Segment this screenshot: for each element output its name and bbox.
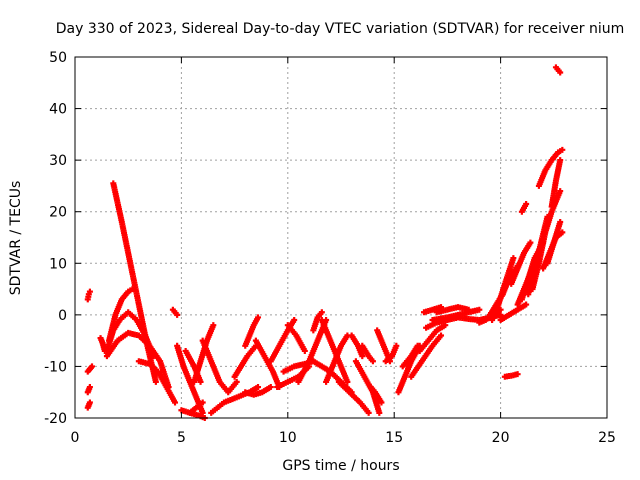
series-s31 <box>323 332 351 385</box>
x-tick-label: 15 <box>385 430 403 446</box>
series-s19 <box>231 342 259 380</box>
y-tick-label: 20 <box>49 205 67 221</box>
data-point <box>557 69 564 76</box>
data-point <box>557 219 564 226</box>
series-s46 <box>433 304 472 316</box>
data-point <box>174 311 181 318</box>
series-s5 <box>97 335 108 354</box>
data-point <box>210 322 217 329</box>
chart-title: Day 330 of 2023, Sidereal Day-to-day VTE… <box>56 21 625 37</box>
data-point <box>89 363 96 370</box>
series-s23 <box>267 317 298 365</box>
data-marks <box>84 64 566 421</box>
series-s15 <box>186 399 206 416</box>
series-s14 <box>182 347 204 385</box>
x-tick-label: 10 <box>279 430 297 446</box>
data-point <box>514 371 521 378</box>
data-point <box>172 399 179 406</box>
series-s54 <box>508 239 534 287</box>
data-point <box>510 255 517 262</box>
series-s52 <box>501 371 521 380</box>
data-point <box>129 286 136 293</box>
series-s1 <box>84 288 93 303</box>
data-point <box>523 200 530 207</box>
data-point <box>86 399 93 406</box>
y-tick-label: 30 <box>49 153 67 169</box>
series-s57 <box>518 200 530 215</box>
x-tick-label: 20 <box>492 430 510 446</box>
series-s38 <box>382 342 400 365</box>
y-tick-label: 40 <box>49 102 67 118</box>
plot-frame <box>74 56 608 419</box>
data-point <box>359 353 366 360</box>
y-axis-label: SDTVAR / TECUs <box>8 181 24 296</box>
x-tick-label: 0 <box>71 430 80 446</box>
data-point <box>318 309 325 316</box>
series-s3 <box>84 384 93 396</box>
data-point <box>233 378 240 385</box>
data-point <box>414 342 421 349</box>
series-s4 <box>84 399 93 411</box>
y-tick-label: -20 <box>44 411 67 427</box>
series-s11 <box>169 306 181 318</box>
series-s26 <box>284 322 308 354</box>
y-tick-label: -10 <box>44 359 67 375</box>
x-axis-label: GPS time / hours <box>282 458 399 474</box>
series-s10 <box>135 358 179 406</box>
data-point <box>365 409 372 416</box>
x-tick-label: 5 <box>177 430 186 446</box>
series-s59 <box>529 188 564 293</box>
series-s60 <box>535 146 566 189</box>
data-point <box>393 342 400 349</box>
series-s2 <box>84 363 96 375</box>
data-point <box>557 157 564 164</box>
x-tick-label: 25 <box>598 430 616 446</box>
series-s20 <box>242 314 262 349</box>
data-point <box>559 146 566 153</box>
series-s21 <box>242 384 274 398</box>
data-point <box>255 314 262 321</box>
data-point <box>376 409 383 416</box>
series-s41 <box>408 332 445 380</box>
series-s17 <box>199 337 240 396</box>
series-s35 <box>359 342 376 365</box>
y-tick-label: 0 <box>58 308 67 324</box>
data-point <box>291 317 298 324</box>
series-s40 <box>399 342 421 370</box>
series-s33 <box>348 332 366 360</box>
data-point <box>344 378 351 385</box>
y-tick-label: 50 <box>49 50 67 66</box>
data-point <box>86 384 93 391</box>
data-point <box>86 288 93 295</box>
data-point <box>497 311 504 318</box>
y-tick-label: 10 <box>49 256 67 272</box>
data-point <box>267 384 274 391</box>
data-point <box>557 188 564 195</box>
data-point <box>199 399 206 406</box>
series-s62 <box>544 219 564 267</box>
data-point <box>465 306 472 313</box>
data-point <box>476 306 483 313</box>
series-s53 <box>497 301 530 324</box>
data-point <box>523 301 530 308</box>
data-point <box>438 332 445 339</box>
data-point <box>301 347 308 354</box>
series-s44 <box>420 304 445 316</box>
data-point <box>369 358 376 365</box>
series-s36 <box>367 384 385 406</box>
data-point <box>197 378 204 385</box>
series-s63 <box>548 157 564 210</box>
axis-ticks: 0 5 10 15 20 25 -20 -10 0 10 20 30 40 50 <box>44 50 616 446</box>
data-point <box>255 384 262 391</box>
series-s32 <box>335 378 372 416</box>
grid-lines <box>75 57 607 418</box>
data-point <box>559 229 566 236</box>
series-s42 <box>416 322 449 354</box>
data-point <box>378 399 385 406</box>
series-s64 <box>552 64 564 76</box>
data-point <box>527 239 534 246</box>
data-point <box>152 378 159 385</box>
